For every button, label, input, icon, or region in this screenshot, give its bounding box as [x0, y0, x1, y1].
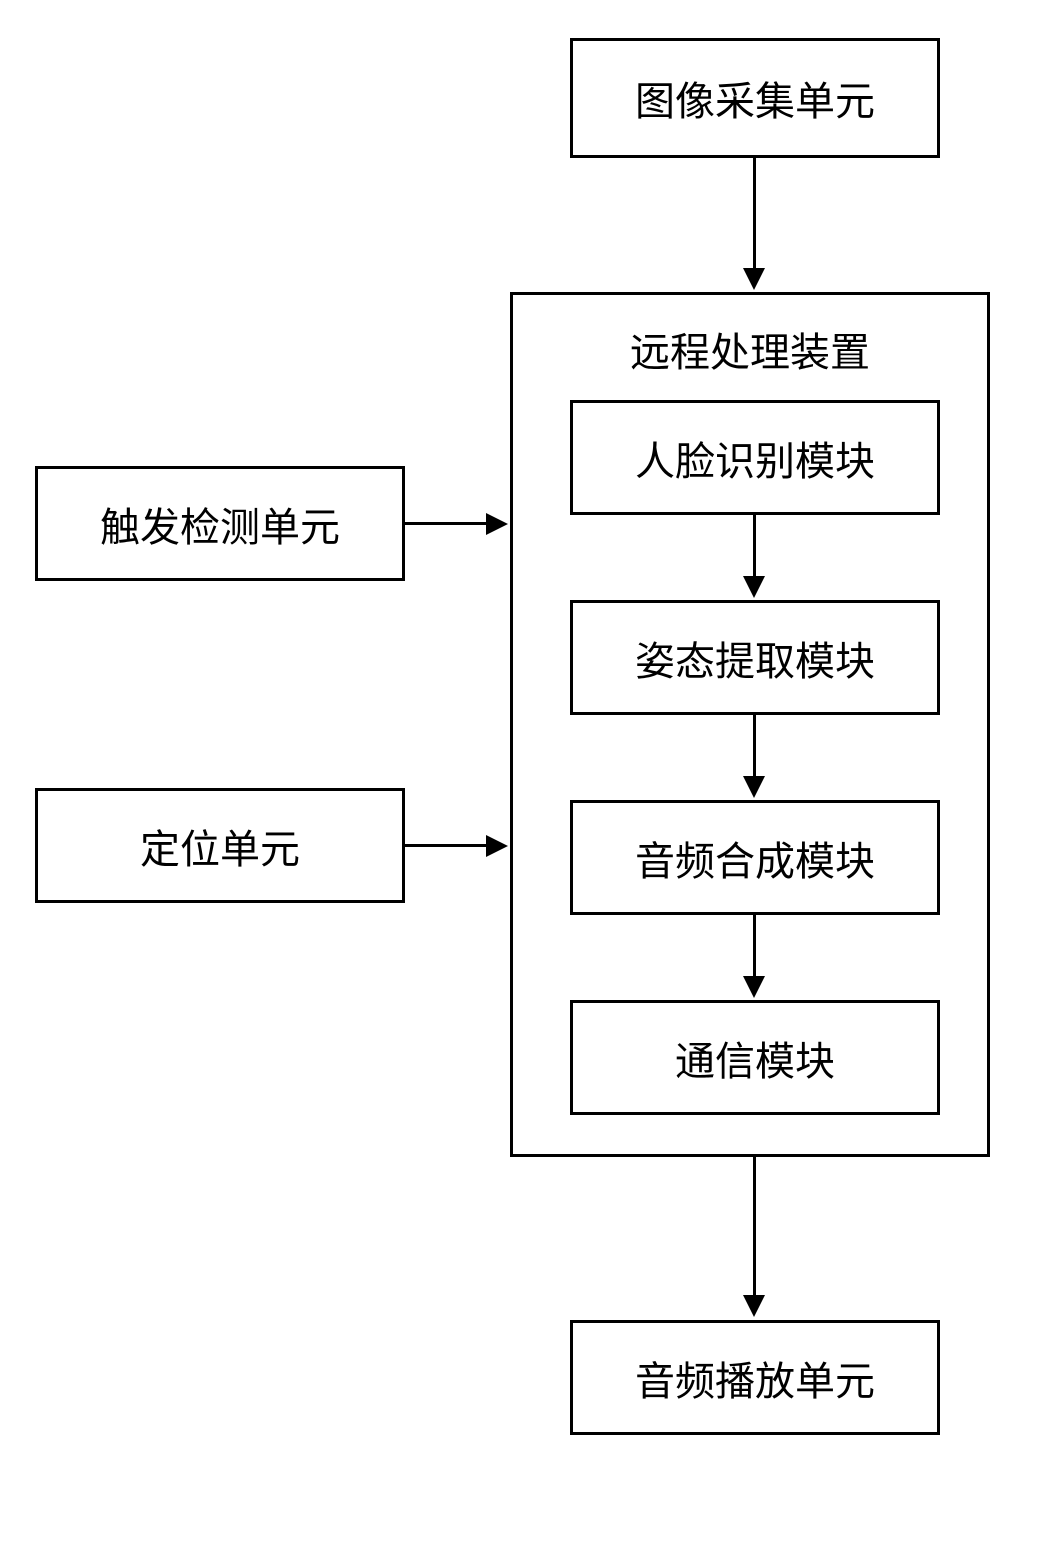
positioning-unit-label: 定位单元 [140, 817, 300, 875]
audio-synthesis-module-label: 音频合成模块 [635, 829, 875, 887]
face-recognition-module-label: 人脸识别模块 [635, 429, 875, 487]
arrow-head-face-to-posture [743, 576, 765, 598]
arrow-head-audio-to-comm [743, 976, 765, 998]
posture-extraction-module-box: 姿态提取模块 [570, 600, 940, 715]
image-capture-unit-box: 图像采集单元 [570, 38, 940, 158]
communication-module-box: 通信模块 [570, 1000, 940, 1115]
arrow-remote-to-playback [753, 1157, 756, 1297]
audio-synthesis-module-box: 音频合成模块 [570, 800, 940, 915]
arrow-face-to-posture [753, 515, 756, 578]
audio-playback-unit-label: 音频播放单元 [635, 1349, 875, 1407]
positioning-unit-box: 定位单元 [35, 788, 405, 903]
arrow-head-remote-to-playback [743, 1295, 765, 1317]
trigger-detection-unit-label: 触发检测单元 [100, 495, 340, 553]
arrow-head-positioning-to-remote [486, 835, 508, 857]
remote-processing-title: 远程处理装置 [513, 320, 987, 378]
face-recognition-module-box: 人脸识别模块 [570, 400, 940, 515]
arrow-posture-to-audio [753, 715, 756, 778]
posture-extraction-module-label: 姿态提取模块 [635, 629, 875, 687]
audio-playback-unit-box: 音频播放单元 [570, 1320, 940, 1435]
image-capture-unit-label: 图像采集单元 [635, 69, 875, 127]
arrow-head-image-to-remote [743, 268, 765, 290]
arrow-image-to-remote [753, 158, 756, 270]
arrow-head-posture-to-audio [743, 776, 765, 798]
arrow-positioning-to-remote [405, 844, 488, 847]
arrow-head-trigger-to-remote [486, 513, 508, 535]
arrow-audio-to-comm [753, 915, 756, 978]
trigger-detection-unit-box: 触发检测单元 [35, 466, 405, 581]
remote-processing-label: 远程处理装置 [630, 330, 870, 375]
arrow-trigger-to-remote [405, 522, 488, 525]
communication-module-label: 通信模块 [675, 1029, 835, 1087]
